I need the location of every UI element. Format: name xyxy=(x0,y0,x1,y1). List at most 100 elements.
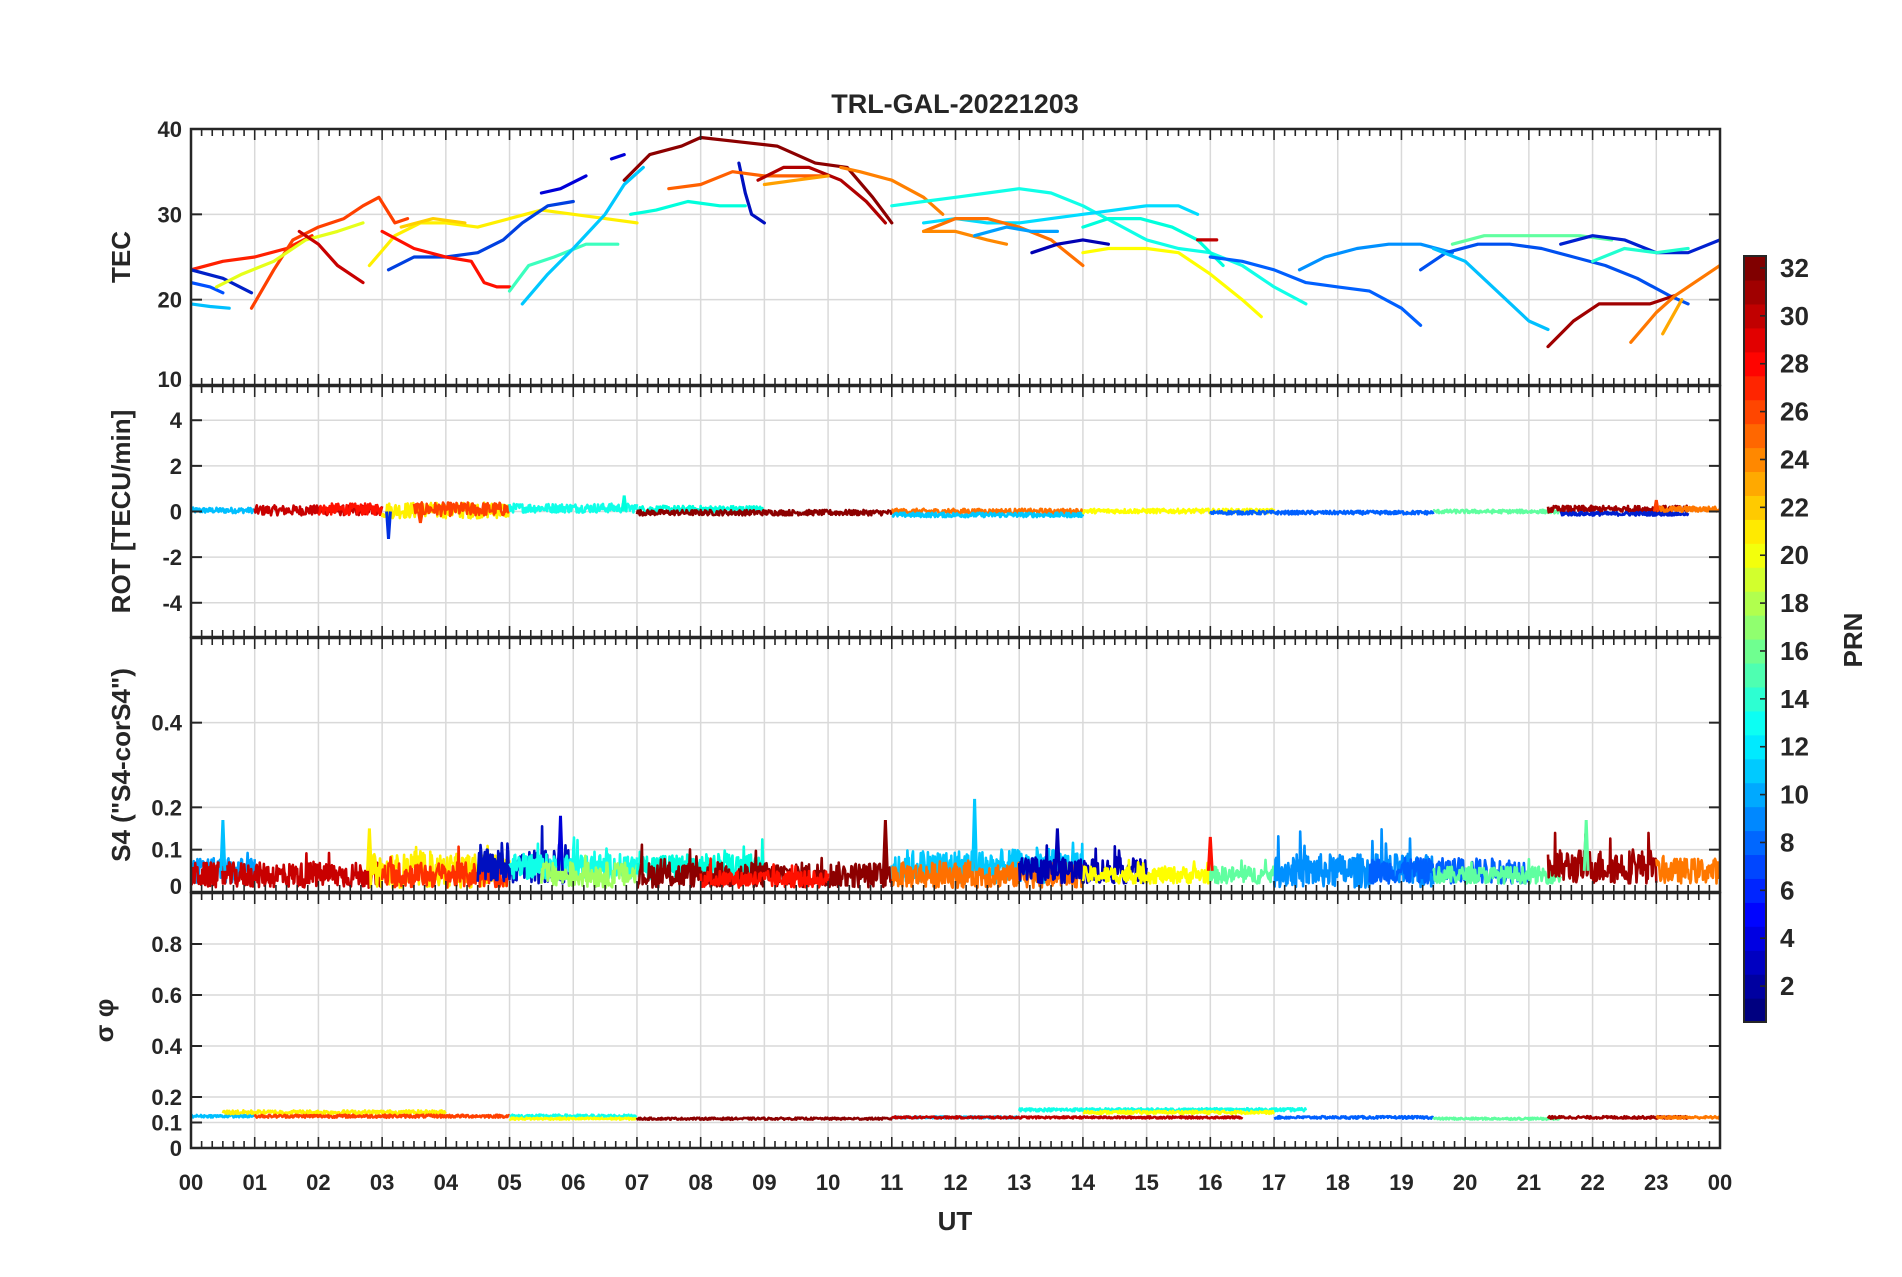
x-tick-label: 07 xyxy=(625,1170,649,1195)
colorbar-frame xyxy=(1743,255,1767,1023)
colorbar-swatch xyxy=(1744,399,1766,425)
x-tick-label: 06 xyxy=(561,1170,585,1195)
y-tick-label: 0.6 xyxy=(151,983,182,1008)
colorbar-swatch xyxy=(1744,710,1766,736)
series-line-prn-4 xyxy=(737,161,767,225)
y-tick-label: 0.1 xyxy=(151,838,182,863)
series-trace-prn-12 xyxy=(891,511,1085,519)
x-tick-label: 01 xyxy=(242,1170,266,1195)
colorbar-swatch xyxy=(1744,471,1766,496)
series-line-prn-9 xyxy=(972,225,1060,238)
spike-mark-prn-14 xyxy=(620,495,628,512)
spike-mark-prn-5 xyxy=(385,511,392,540)
series-trace-prn-31 xyxy=(1546,831,1658,885)
colorbar-tick-label: 2 xyxy=(1780,971,1794,1001)
spike-mark-prn-2 xyxy=(1054,828,1061,871)
series-trace-prn-12 xyxy=(890,841,1085,885)
series-trace-prn-26 xyxy=(412,501,511,518)
y-axis-label-tec: TEC xyxy=(106,231,136,283)
y-axis-label-s4: S4 ("S4-corS4") xyxy=(106,668,136,862)
series-line-prn-23 xyxy=(762,174,830,187)
x-tick-label: 00 xyxy=(179,1170,203,1195)
panel-s4: 0 0.1 0.2 0.4 S4 ("S4-corS4") xyxy=(106,636,1722,899)
x-tick-label: 05 xyxy=(497,1170,521,1195)
series-line-prn-2 xyxy=(1030,238,1111,255)
x-ticks xyxy=(190,638,1721,892)
series-trace-prn-30 xyxy=(890,1115,1244,1120)
colorbar-swatch xyxy=(1744,974,1766,999)
colorbar-tick-label: 12 xyxy=(1780,732,1809,762)
spike-mark-prn-3 xyxy=(557,815,564,871)
series-line-prn-13 xyxy=(1081,217,1225,268)
series-line-prn-14 xyxy=(628,199,747,216)
series-trace-prn-25 xyxy=(1655,505,1720,514)
series-line-prn-10 xyxy=(1297,242,1455,272)
y-tick-label: 0.2 xyxy=(151,1085,182,1110)
grid-lines xyxy=(191,129,1720,385)
colorbar-tick-label: 26 xyxy=(1780,397,1809,427)
series-trace-prn-12 xyxy=(191,1113,256,1119)
colorbar-swatch xyxy=(1744,806,1766,832)
y-tick-label: 0.1 xyxy=(151,1111,182,1136)
colorbar-swatch xyxy=(1744,686,1766,712)
series-line-prn-25 xyxy=(1629,263,1720,344)
colorbar-swatch xyxy=(1744,303,1766,329)
x-tick-label: 11 xyxy=(880,1170,903,1195)
grid-lines xyxy=(191,893,1720,1148)
x-ticks xyxy=(190,893,1721,1148)
series-line-prn-14 xyxy=(1590,246,1690,263)
colorbar-tick-label: 6 xyxy=(1780,875,1794,905)
series-line-prn-9 xyxy=(191,281,225,295)
colorbar-swatch xyxy=(1744,327,1766,353)
spike-mark-prn-32 xyxy=(882,819,889,871)
x-tick-label: 15 xyxy=(1134,1170,1158,1195)
series-trace-prn-5 xyxy=(1559,510,1690,517)
colorbar-tick-label: 4 xyxy=(1780,923,1795,953)
colorbar-tick-label: 22 xyxy=(1780,492,1809,522)
spike-mark-prn-12 xyxy=(971,798,978,871)
series-line-prn-28 xyxy=(380,229,512,289)
series-line-prn-3 xyxy=(539,174,588,195)
series-line-prn-16 xyxy=(507,242,620,293)
series-line-prn-22 xyxy=(399,217,467,229)
y-tick-label: 0.4 xyxy=(151,711,182,736)
x-ticks xyxy=(190,129,1721,385)
colorbar-tick-label: 18 xyxy=(1780,588,1809,618)
colorbar-swatch xyxy=(1744,495,1766,520)
y-tick-label: 30 xyxy=(158,202,182,227)
series-trace-prn-19 xyxy=(1082,1109,1276,1116)
series-trace-prn-17 xyxy=(1209,858,1276,885)
series-line-prn-27 xyxy=(191,234,314,272)
series-line-prn-30 xyxy=(297,229,365,285)
colorbar-swatch xyxy=(1744,375,1766,401)
series-trace-prn-25 xyxy=(1655,1114,1720,1120)
x-tick-label: 21 xyxy=(1517,1170,1541,1195)
series-line-prn-12 xyxy=(1431,246,1550,332)
colorbar-tick-label: 32 xyxy=(1780,253,1809,283)
spike-mark-prn-17 xyxy=(1582,819,1590,871)
colorbar-swatch xyxy=(1744,639,1766,664)
colorbar-tick-label: 8 xyxy=(1780,827,1794,857)
series-trace-prn-32 xyxy=(635,508,894,517)
colorbar-swatch xyxy=(1744,591,1766,616)
x-tick-label: 20 xyxy=(1453,1170,1477,1195)
x-tick-label: 04 xyxy=(434,1170,459,1195)
series-line-prn-6 xyxy=(386,199,575,272)
series-line-prn-3 xyxy=(609,153,626,161)
series-line-prn-19 xyxy=(1081,246,1263,319)
series-trace-prn-17 xyxy=(1432,857,1562,885)
colorbar-swatch xyxy=(1744,950,1766,975)
series-line-prn-11 xyxy=(921,204,1200,225)
y-ticks: -4 -2 0 2 4 xyxy=(162,408,1720,616)
panel-sigma-phi: 00.10.2 0.4 0.6 0.8 σ φ xyxy=(89,891,1722,1161)
colorbar-swatch xyxy=(1744,758,1766,784)
x-axis-label: UT xyxy=(938,1206,973,1236)
panel-rot: -4 -2 0 2 4 ROT [TECU/min] xyxy=(106,384,1722,639)
y-tick-label: 0 xyxy=(170,874,182,899)
x-tick-label: 03 xyxy=(370,1170,394,1195)
x-tick-label: 02 xyxy=(306,1170,330,1195)
colorbar-tick-label: 28 xyxy=(1780,349,1809,379)
x-tick-label: 13 xyxy=(1007,1170,1031,1195)
colorbar-tick-label: 16 xyxy=(1780,636,1809,666)
y-tick-label: 40 xyxy=(158,117,182,142)
